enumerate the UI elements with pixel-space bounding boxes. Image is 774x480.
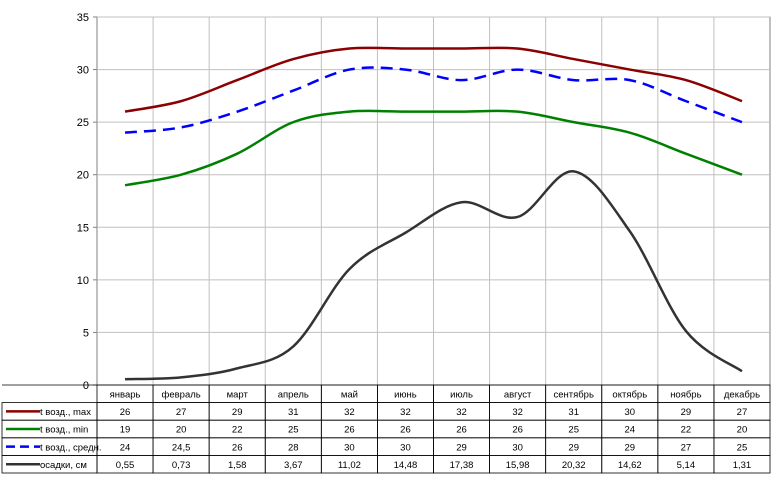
- data-label: 29: [456, 442, 467, 453]
- data-label: 29: [568, 442, 579, 453]
- legend-label: t возд., min: [40, 425, 88, 436]
- data-label: 17,38: [450, 460, 474, 471]
- data-label: 32: [456, 407, 467, 418]
- data-label: 30: [344, 442, 355, 453]
- data-label: 24,5: [172, 442, 191, 453]
- y-tick-label: 30: [77, 65, 89, 77]
- data-label: 20: [176, 425, 187, 436]
- x-tick-label: ноябрь: [670, 390, 701, 401]
- legend-label: t возд., средн.: [40, 442, 102, 453]
- data-label: 25: [737, 442, 748, 453]
- series-line-0: [124, 46, 743, 113]
- data-label: 19: [120, 425, 131, 436]
- legend-label: осадки, см: [40, 460, 87, 471]
- y-tick-label: 35: [77, 12, 89, 24]
- data-label: 0,55: [116, 460, 135, 471]
- data-label: 29: [625, 442, 636, 453]
- x-tick-label: сентябрь: [553, 390, 593, 401]
- x-tick-label: июнь: [394, 390, 417, 401]
- legend-label: t возд., max: [40, 407, 91, 418]
- data-label: 14,48: [394, 460, 418, 471]
- x-tick-label: декабрь: [724, 390, 760, 401]
- data-label: 26: [232, 442, 243, 453]
- data-label: 26: [120, 407, 131, 418]
- x-tick-label: июль: [450, 390, 473, 401]
- data-label: 29: [681, 407, 692, 418]
- series-line-3: [124, 170, 743, 381]
- x-tick-label: февраль: [162, 390, 201, 401]
- series-line-2: [124, 66, 743, 134]
- y-tick-label: 10: [77, 275, 89, 287]
- data-label: 30: [625, 407, 636, 418]
- data-label: 31: [288, 407, 299, 418]
- data-label: 24: [625, 425, 636, 436]
- data-label: 22: [232, 425, 243, 436]
- gridlines: [97, 16, 770, 385]
- data-label: 27: [681, 442, 692, 453]
- y-tick-label: 5: [83, 327, 89, 339]
- data-label: 1,58: [228, 460, 247, 471]
- series-line-1: [124, 109, 743, 187]
- data-label: 5,14: [677, 460, 696, 471]
- data-label: 1,31: [733, 460, 752, 471]
- data-label: 26: [512, 425, 523, 436]
- y-tick-label: 15: [77, 222, 89, 234]
- series-lines: [124, 46, 743, 381]
- data-label: 32: [400, 407, 411, 418]
- data-label: 32: [512, 407, 523, 418]
- data-label: 14,62: [618, 460, 642, 471]
- x-tick-label: март: [227, 390, 249, 401]
- y-tick-label: 25: [77, 117, 89, 129]
- data-label: 22: [681, 425, 692, 436]
- data-label: 31: [568, 407, 579, 418]
- y-tick-label: 20: [77, 170, 89, 182]
- data-label: 30: [512, 442, 523, 453]
- data-table: январь февраль март апрель май июнь июль август…: [1, 384, 771, 474]
- y-tick-label: 0: [83, 380, 89, 392]
- x-tick-label: август: [504, 390, 532, 401]
- x-tick-label: май: [341, 390, 358, 401]
- table-cell: [713, 454, 771, 474]
- y-axis-ticks: 0 5 10 15 20 25 30 35: [77, 12, 97, 392]
- data-label: 26: [344, 425, 355, 436]
- data-label: 27: [737, 407, 748, 418]
- data-label: 25: [568, 425, 579, 436]
- data-label: 24: [120, 442, 131, 453]
- data-label: 0,73: [172, 460, 191, 471]
- data-label: 25: [288, 425, 299, 436]
- data-label: 11,02: [338, 460, 361, 471]
- data-label: 20: [737, 425, 748, 436]
- data-label: 20,32: [562, 460, 586, 471]
- data-label: 32: [344, 407, 355, 418]
- data-label: 27: [176, 407, 187, 418]
- data-label: 29: [232, 407, 243, 418]
- x-tick-label: апрель: [278, 390, 309, 401]
- data-label: 30: [400, 442, 411, 453]
- data-label: 26: [456, 425, 467, 436]
- data-label: 26: [400, 425, 411, 436]
- data-label: 15,98: [506, 460, 530, 471]
- x-tick-label: январь: [110, 390, 141, 401]
- x-tick-label: октябрь: [612, 390, 647, 401]
- data-label: 28: [288, 442, 299, 453]
- data-label: 3,67: [284, 460, 303, 471]
